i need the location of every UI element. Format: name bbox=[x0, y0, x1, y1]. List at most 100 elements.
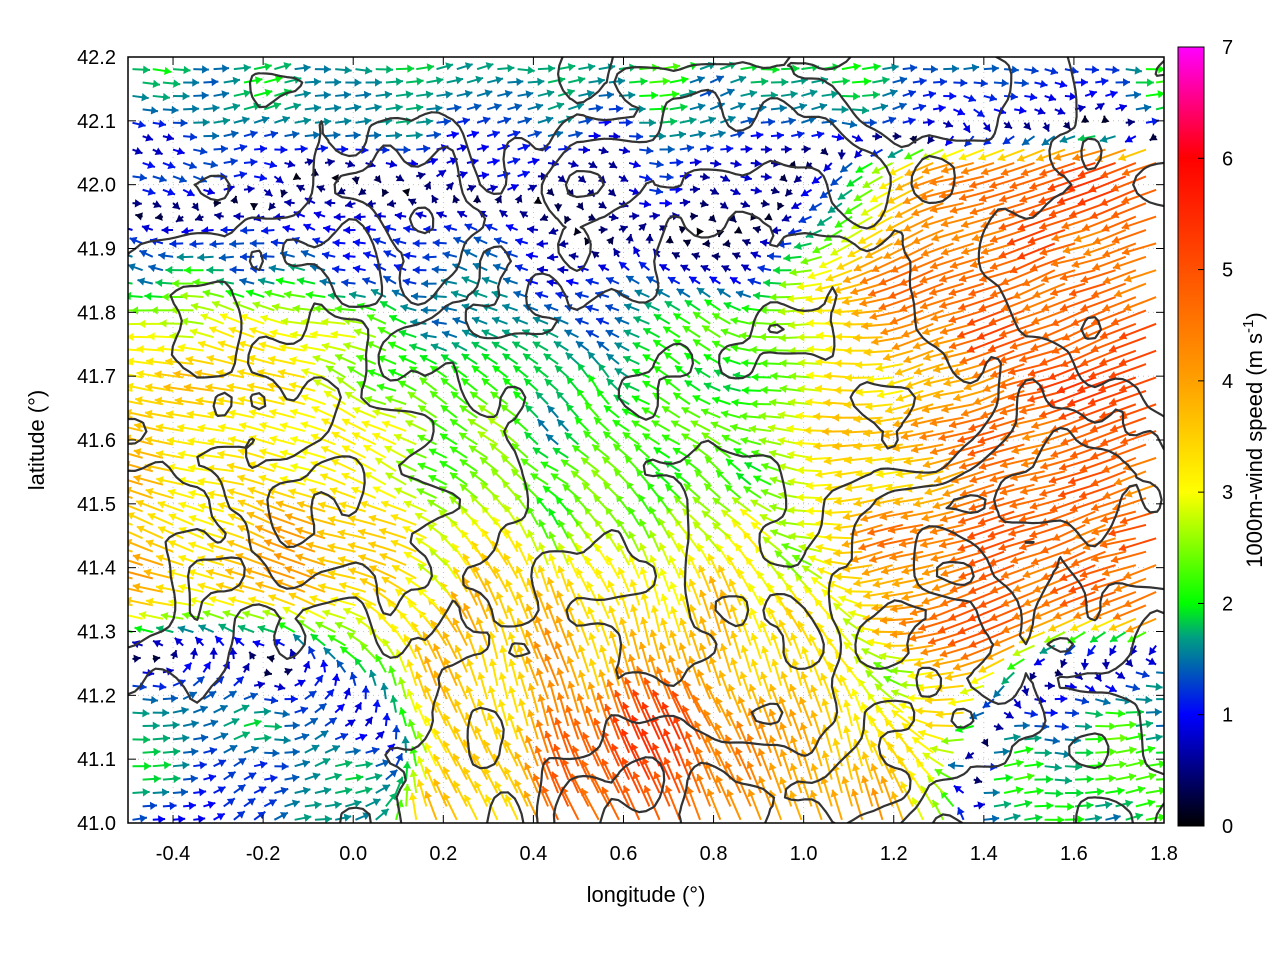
wind-vector bbox=[504, 794, 519, 821]
wind-vector bbox=[1075, 774, 1094, 784]
wind-vector bbox=[503, 766, 519, 794]
wind-vector bbox=[535, 667, 549, 700]
wind-vector bbox=[343, 687, 352, 700]
wind-vector bbox=[152, 654, 161, 663]
wind-vector bbox=[402, 761, 412, 780]
wind-vector bbox=[397, 676, 408, 700]
wind-vector bbox=[1135, 720, 1154, 729]
y-tick-label: 41.4 bbox=[77, 558, 116, 580]
wind-vector bbox=[1044, 708, 1058, 717]
wind-vector bbox=[573, 718, 590, 754]
wind-vector bbox=[899, 680, 924, 690]
wind-vector bbox=[1095, 800, 1113, 810]
wind-vector bbox=[608, 630, 620, 660]
wind-vector bbox=[294, 679, 306, 688]
wind-vector bbox=[739, 671, 752, 700]
colorbar-tick-label: 7 bbox=[1222, 37, 1233, 59]
wind-vector bbox=[1080, 658, 1090, 670]
wind-vector bbox=[375, 783, 391, 794]
colorbar-tick-label: 5 bbox=[1222, 260, 1233, 282]
wind-vector bbox=[1003, 733, 1021, 742]
wind-vector bbox=[209, 647, 218, 659]
wind-vector bbox=[672, 715, 691, 754]
wind-vector bbox=[681, 705, 701, 740]
wind-vector bbox=[182, 662, 193, 674]
wind-vector bbox=[223, 717, 240, 727]
wind-vector bbox=[629, 629, 641, 660]
wind-vector bbox=[661, 701, 681, 740]
wind-vector bbox=[395, 776, 404, 794]
wind-vector bbox=[423, 685, 438, 713]
wind-vector bbox=[705, 683, 722, 714]
wind-vector bbox=[515, 724, 529, 754]
wind-vector bbox=[553, 743, 570, 780]
wind-vector bbox=[1054, 722, 1069, 731]
wind-vector bbox=[810, 763, 823, 794]
wind-vector bbox=[1115, 799, 1133, 808]
wind-vector bbox=[551, 771, 570, 807]
wind-vector bbox=[416, 779, 428, 807]
wind-vector bbox=[861, 775, 874, 807]
wind-vector bbox=[314, 729, 329, 741]
wind-vector bbox=[1095, 722, 1117, 731]
wind-vector bbox=[398, 707, 408, 727]
wind-vector bbox=[345, 747, 361, 756]
wind-vector bbox=[432, 753, 448, 781]
wind-vector bbox=[623, 677, 641, 713]
wind-vector bbox=[771, 658, 783, 687]
wind-vector bbox=[477, 671, 489, 700]
wind-vector bbox=[361, 685, 370, 700]
wind-vector bbox=[466, 658, 479, 687]
wind-vector bbox=[243, 718, 262, 727]
wind-vector bbox=[229, 647, 238, 660]
wind-vector bbox=[253, 680, 266, 689]
wind-vector bbox=[414, 644, 428, 673]
wind-vector bbox=[622, 785, 641, 821]
wind-vector bbox=[1145, 708, 1162, 717]
wind-vector bbox=[565, 704, 580, 740]
wind-vector bbox=[443, 685, 458, 713]
wind-vector bbox=[324, 772, 342, 781]
wind-vector bbox=[1060, 658, 1068, 668]
x-tick-label: 0.6 bbox=[610, 843, 638, 865]
wind-vector bbox=[152, 639, 164, 648]
wind-vector bbox=[202, 661, 212, 673]
wind-vector bbox=[929, 745, 954, 754]
wind-vector bbox=[1125, 683, 1140, 692]
wind-vector bbox=[686, 786, 701, 821]
wind-vector bbox=[152, 734, 171, 743]
wind-vector bbox=[724, 761, 742, 794]
wind-vector bbox=[1095, 774, 1116, 783]
y-tick-label: 41.6 bbox=[77, 430, 116, 452]
wind-vector bbox=[852, 763, 864, 794]
wind-vector bbox=[392, 725, 401, 740]
wind-vector bbox=[601, 758, 620, 794]
wind-vector bbox=[142, 695, 159, 705]
wind-vector bbox=[294, 786, 311, 795]
wind-vector bbox=[385, 792, 398, 808]
wind-vector bbox=[944, 671, 974, 682]
wind-vector bbox=[1145, 657, 1157, 666]
wind-vector bbox=[757, 748, 772, 780]
wind-vector bbox=[537, 694, 549, 727]
wind-vector bbox=[443, 657, 458, 687]
wind-vector bbox=[248, 651, 257, 660]
wind-vector bbox=[380, 682, 389, 700]
wind-vector bbox=[533, 641, 549, 673]
wind-vector bbox=[791, 658, 803, 687]
wind-vector bbox=[566, 629, 580, 660]
wind-vector bbox=[978, 658, 1005, 673]
wind-vector bbox=[442, 792, 458, 821]
wind-vector bbox=[1085, 787, 1105, 796]
wind-vector bbox=[1125, 785, 1146, 794]
wind-vector bbox=[523, 762, 539, 794]
wind-vector bbox=[183, 774, 198, 783]
wind-vector bbox=[760, 645, 772, 673]
wind-vector bbox=[1084, 684, 1097, 694]
wind-vector bbox=[1044, 789, 1063, 798]
wind-vector bbox=[675, 771, 691, 807]
wind-vector bbox=[890, 666, 913, 675]
wind-vector bbox=[577, 670, 590, 700]
wind-vector bbox=[503, 739, 519, 767]
wind-vector bbox=[274, 762, 289, 771]
